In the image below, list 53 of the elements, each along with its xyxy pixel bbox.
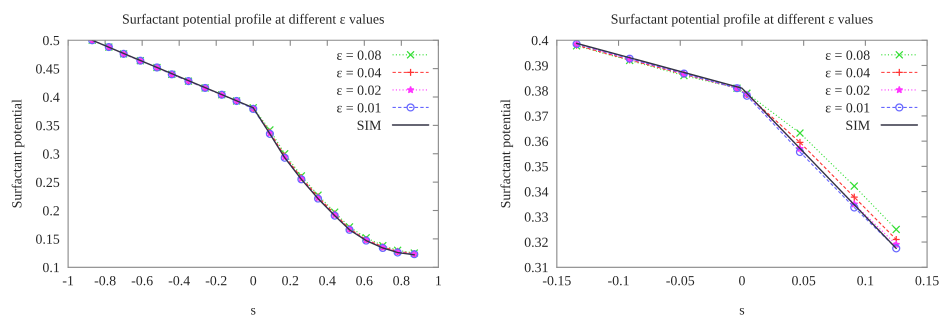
legend-label: ε = 0.04 bbox=[826, 68, 870, 78]
legend-label: SIM bbox=[846, 120, 870, 130]
legend-label: ε = 0.01 bbox=[337, 103, 381, 113]
legend-label: ε = 0.08 bbox=[826, 50, 870, 60]
x-tick-label: -0.2 bbox=[206, 276, 226, 286]
x-tick-label: -0.6 bbox=[132, 276, 153, 286]
x-tick-label: -0.1 bbox=[608, 276, 629, 286]
x-tick-label: 0.1 bbox=[857, 276, 874, 286]
y-axis-title: Surfactant potential bbox=[12, 99, 24, 208]
x-tick-label: -0.8 bbox=[94, 276, 116, 286]
y-tick-label: 0.5 bbox=[42, 36, 60, 46]
y-tick-label: 0.45 bbox=[36, 64, 60, 74]
legend-label: ε = 0.01 bbox=[826, 103, 870, 113]
y-tick-label: 0.2 bbox=[42, 206, 60, 216]
y-tick-label: 0.31 bbox=[524, 262, 548, 272]
y-tick-label: 0.36 bbox=[524, 136, 548, 146]
y-tick-label: 0.1 bbox=[42, 262, 59, 272]
y-tick-label: 0.15 bbox=[36, 234, 60, 244]
x-tick-label: 0 bbox=[250, 276, 256, 286]
x-axis-title: s bbox=[740, 308, 744, 315]
x-tick-label: 0.6 bbox=[356, 276, 373, 286]
y-tick-label: 0.35 bbox=[36, 120, 60, 130]
x-tick-label: -0.4 bbox=[168, 276, 190, 286]
x-tick-label: 0.05 bbox=[792, 276, 816, 286]
x-tick-label: -0.05 bbox=[666, 276, 694, 286]
x-tick-label: -0.15 bbox=[542, 276, 571, 286]
y-axis-title: Surfactant potential bbox=[500, 99, 514, 208]
x-tick-label: 0 bbox=[739, 276, 745, 286]
x-tick-label: 0.2 bbox=[282, 276, 298, 286]
y-tick-label: 0.37 bbox=[524, 112, 548, 121]
x-tick-label: -1 bbox=[62, 276, 74, 286]
y-tick-label: 0.4 bbox=[532, 36, 548, 46]
y-tick-label: 0.3 bbox=[42, 149, 60, 159]
y-tick-label: 0.4 bbox=[42, 92, 60, 102]
chart-title: Surfactant potential profile at different ε values bbox=[612, 14, 873, 27]
legend-label: ε = 0.02 bbox=[826, 86, 870, 95]
x-axis-title: s bbox=[251, 308, 256, 315]
x-tick-label: 0.4 bbox=[319, 276, 336, 286]
y-tick-label: 0.34 bbox=[524, 187, 548, 197]
y-tick-label: 0.33 bbox=[524, 212, 548, 222]
legend-label: ε = 0.08 bbox=[337, 50, 381, 60]
y-tick-label: 0.32 bbox=[524, 238, 548, 248]
x-tick-label: 0.15 bbox=[915, 276, 939, 286]
y-tick-label: 0.38 bbox=[524, 86, 548, 96]
x-tick-label: 0.8 bbox=[393, 276, 410, 286]
legend-label: ε = 0.04 bbox=[337, 68, 382, 78]
y-tick-label: 0.39 bbox=[524, 61, 548, 70]
chart-title: Surfactant potential profile at different ε values bbox=[122, 14, 384, 27]
legend-label: ε = 0.02 bbox=[337, 86, 381, 95]
x-tick-label: 1 bbox=[436, 276, 441, 286]
y-tick-label: 0.25 bbox=[36, 178, 60, 188]
legend-label: SIM bbox=[358, 120, 382, 130]
y-tick-label: 0.35 bbox=[524, 162, 548, 172]
